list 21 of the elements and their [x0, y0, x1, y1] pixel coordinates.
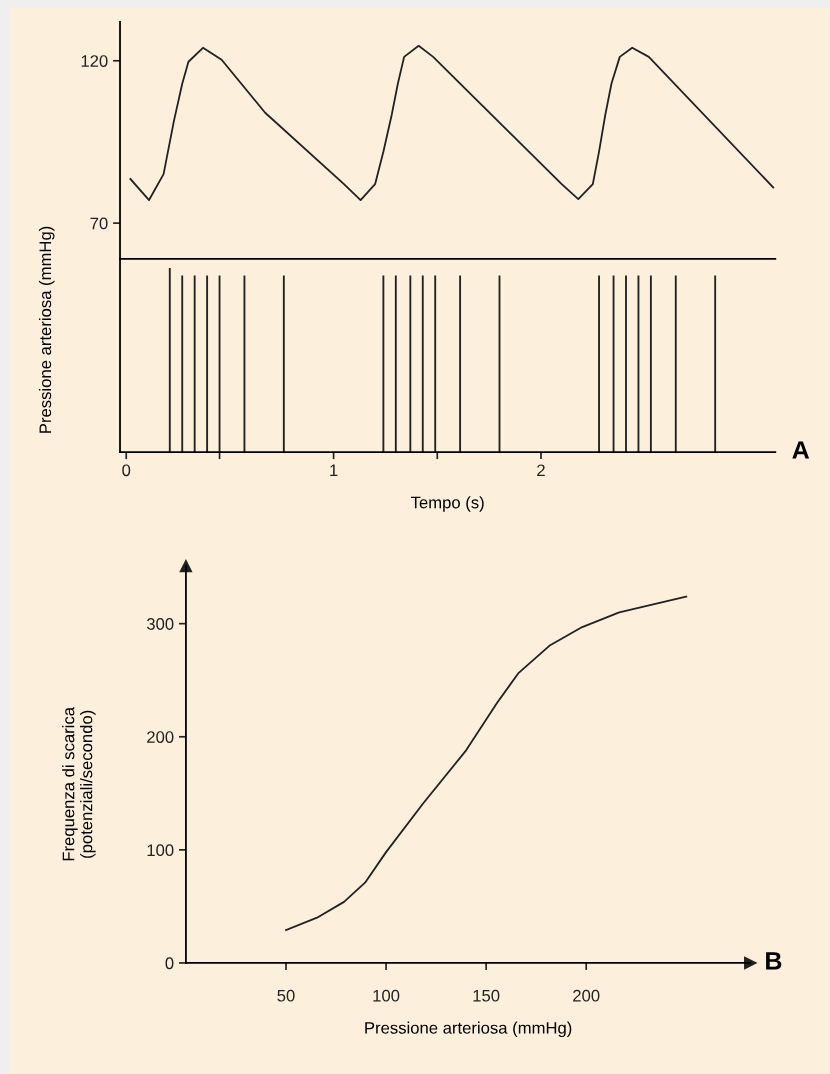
x-tick-label: 200 — [573, 989, 600, 1002]
y-tick-label: 0 — [165, 957, 174, 970]
y-tick-label: 300 — [146, 618, 174, 630]
x-axis-title: Tempo (s) — [411, 496, 484, 512]
x-tick-label: 0 — [122, 464, 131, 477]
y-axis-title: Pressione arteriosa (mmHg) — [38, 226, 55, 433]
x-tick-label: 50 — [277, 989, 295, 1002]
text: A — [792, 441, 810, 459]
line-series — [129, 44, 775, 201]
y-axis-title: Frequenza di scarica (potenziali/secondo) — [62, 706, 96, 861]
x-axis-title: Pressione arteriosa (mmHg) — [365, 1021, 572, 1038]
text: B — [766, 952, 782, 970]
y-tick-label: 200 — [147, 731, 174, 743]
y-tick-label: 120 — [81, 55, 108, 67]
x-tick-label: 100 — [373, 989, 400, 1002]
y-tick-label: 70 — [90, 217, 108, 230]
x-tick-label: 150 — [473, 989, 500, 1002]
y-tick-label: 100 — [147, 844, 174, 857]
x-tick-label: 2 — [537, 464, 545, 477]
x-tick-label: 1 — [330, 464, 338, 477]
line-series — [285, 595, 688, 932]
